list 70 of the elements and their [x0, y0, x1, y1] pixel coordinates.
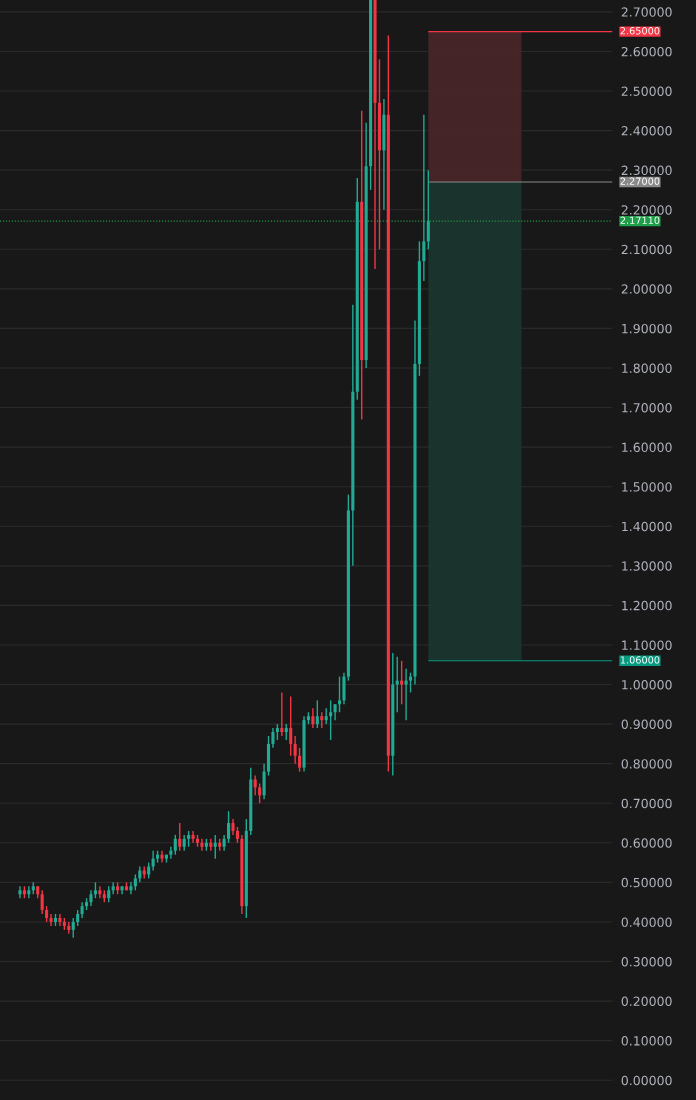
y-tick-label: 2.10000 [621, 244, 672, 255]
y-tick-label: 2.60000 [621, 46, 672, 57]
y-tick-label: 1.00000 [622, 680, 672, 690]
y-tick-label: 0.70000 [621, 798, 672, 809]
y-tick-label: 2.70000 [621, 7, 672, 17]
candlestick [111, 881, 115, 895]
candlestick [178, 822, 182, 852]
y-tick-label: 0.40000 [621, 917, 672, 927]
y-tick-label: 0.80000 [621, 759, 672, 769]
candlestick [293, 735, 297, 765]
candlestick [422, 114, 426, 282]
ref-line-label: 1.06000 [620, 656, 660, 664]
y-tick-label: 1.30000 [622, 561, 672, 571]
candlestick [337, 675, 342, 713]
y-tick-label: 1.80000 [622, 363, 672, 373]
y-tick-label: 0.50000 [621, 877, 672, 888]
y-tick-label: 2.40000 [621, 126, 672, 136]
candlestick [426, 169, 430, 250]
candlestick [262, 762, 266, 800]
candlestick [298, 747, 302, 773]
y-tick-label: 0.30000 [621, 956, 672, 967]
y-tick-label: 1.60000 [622, 442, 672, 453]
ref-line-label: 2.27000 [620, 177, 660, 185]
candlestick [40, 889, 44, 915]
y-tick-label: 2.50000 [621, 86, 672, 96]
candlestick [329, 699, 333, 741]
candlestick [191, 830, 195, 844]
y-tick-label: 2.30000 [621, 165, 672, 176]
y-tick-label: 0.90000 [621, 719, 672, 730]
candlestick [200, 838, 204, 852]
candlestick [151, 850, 155, 872]
candlestick [160, 850, 164, 864]
candlestick [395, 656, 399, 713]
candlestick [315, 699, 319, 729]
candlestick [49, 913, 53, 927]
candlestick [258, 782, 262, 804]
candlestick [18, 885, 22, 899]
candlestick [253, 774, 257, 797]
ref-line-label: 2.65000 [620, 27, 660, 35]
candlestick [342, 671, 346, 706]
candlestick [213, 834, 217, 860]
candlestick [27, 885, 31, 899]
candlestick [227, 810, 231, 844]
candlestick [58, 913, 62, 927]
candlestick [98, 885, 102, 899]
candlestick [209, 838, 213, 852]
candlestick [271, 727, 275, 749]
candlestick [71, 917, 75, 939]
y-tick-label: 0.20000 [621, 996, 672, 1007]
candlestick [129, 881, 133, 895]
y-tick-label: 2.20000 [621, 205, 672, 215]
candlestick [311, 707, 315, 729]
y-tick-label: 0.60000 [621, 838, 672, 848]
candlestick [169, 846, 173, 860]
y-tick-label: 1.70000 [622, 403, 672, 413]
y-tick-label: 1.50000 [622, 482, 672, 492]
y-tick-label: 2.00000 [621, 284, 672, 294]
ref-line-label: 2.17110 [620, 216, 660, 224]
candlestick [400, 660, 404, 706]
candlestick [404, 668, 408, 721]
candlestick [289, 695, 293, 757]
y-tick-label: 1.90000 [622, 323, 672, 334]
y-tick-label: 1.20000 [622, 600, 672, 611]
candlestick [280, 691, 284, 737]
y-tick-label: 1.10000 [622, 640, 672, 650]
y-tick-label: 0.00000 [621, 1075, 672, 1086]
y-tick-label: 1.40000 [622, 521, 672, 532]
candlestick [173, 834, 177, 856]
y-tick-label: 0.10000 [621, 1036, 672, 1046]
candlestick [408, 671, 413, 694]
